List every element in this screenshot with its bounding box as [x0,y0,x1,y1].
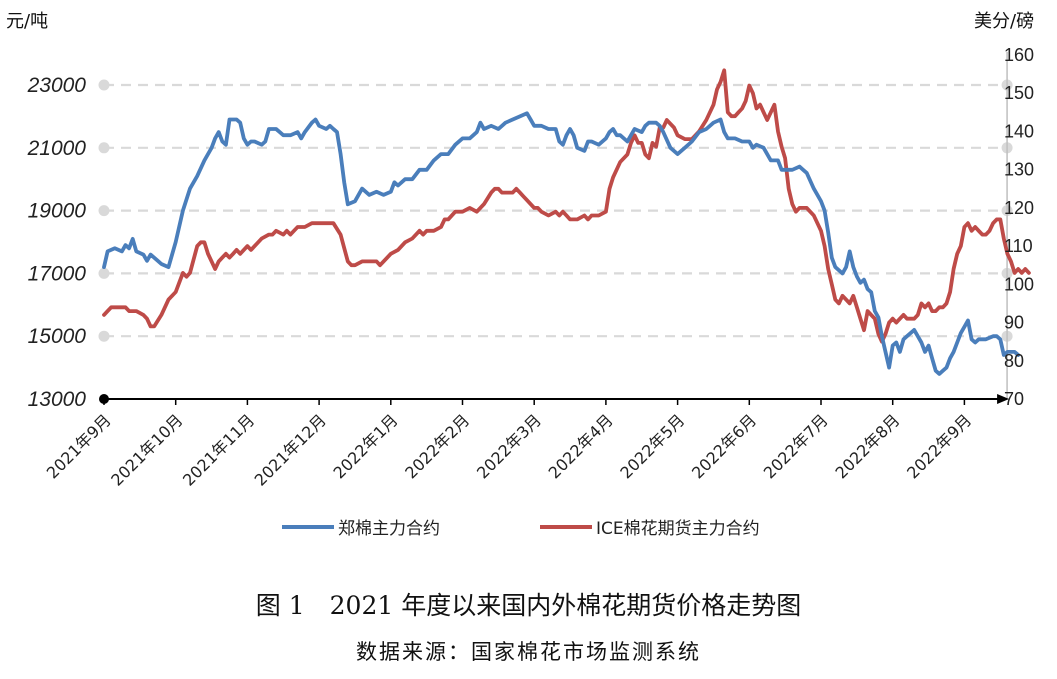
y-right-tick-label: 160 [1004,45,1034,65]
series-lines [102,68,1031,376]
legend: 郑棉主力合约 ICE棉花期货主力合约 [282,519,760,539]
x-tick-label: 2021年10月 [107,410,186,489]
y-right-tick-label: 90 [1004,313,1024,333]
figure-source: 数据来源：国家棉花市场监测系统 [356,640,701,664]
grid-dot-left [98,205,110,217]
tick-labels: 13000 15000 17000 19000 21000 23000 70 80 90 100 1… [27,45,1034,490]
grid-dot-left [98,142,110,154]
x-tick-label: 2022年7月 [760,410,832,482]
y-left-tick-label: 19000 [28,200,87,223]
y-right-tick-label: 120 [1004,198,1034,218]
y-left-tick-label: 23000 [27,74,87,97]
x-tick-label: 2021年11月 [179,410,258,489]
series-line-ice [102,68,1031,344]
figure-caption: 图 1 2021 年度以来国内外棉花期货价格走势图 [255,591,802,620]
x-tick-label: 2021年9月 [43,410,115,482]
y-right-tick-label: 100 [1004,274,1034,294]
x-tick-label: 2022年4月 [545,410,617,482]
price-chart: 13000 15000 17000 19000 21000 23000 70 80 90 100 1… [6,11,1034,539]
series-line-zheng [102,111,1021,376]
x-tick-label: 2022年3月 [473,410,545,482]
x-tick-label: 2022年6月 [688,410,760,482]
grid-dot-left [98,330,110,342]
y-left-tick-label: 13000 [28,388,87,411]
y-right-tick-label: 80 [1004,351,1024,371]
y-right-tick-label: 150 [1004,83,1034,103]
x-tick-label: 2022年9月 [903,410,975,482]
x-axis-arrow [997,394,1010,404]
y-right-tick-label: 140 [1004,121,1034,141]
y-left-tick-label: 21000 [27,137,87,160]
left-axis-unit: 元/吨 [6,11,48,32]
y-right-tick-label: 130 [1004,160,1034,180]
grid-dot-left [98,79,110,91]
x-tick-label: 2022年2月 [401,410,473,482]
x-tick-label: 2021年12月 [251,410,330,489]
x-tick-label: 2022年1月 [330,410,402,482]
x-tick-label: 2022年8月 [831,410,903,482]
y-left-tick-label: 15000 [28,325,87,348]
grid-lines [98,79,1013,342]
right-axis-unit: 美分/磅 [974,11,1034,32]
y-right-tick-label: 110 [1004,236,1033,256]
legend-label-ice: ICE棉花期货主力合约 [596,519,760,539]
y-left-tick-label: 17000 [28,262,87,285]
grid-dot-left [98,267,110,279]
x-tick-label: 2022年5月 [616,410,688,482]
axes [99,52,1010,405]
y-right-tick-label: 70 [1004,389,1024,409]
legend-label-zheng: 郑棉主力合约 [338,519,440,539]
